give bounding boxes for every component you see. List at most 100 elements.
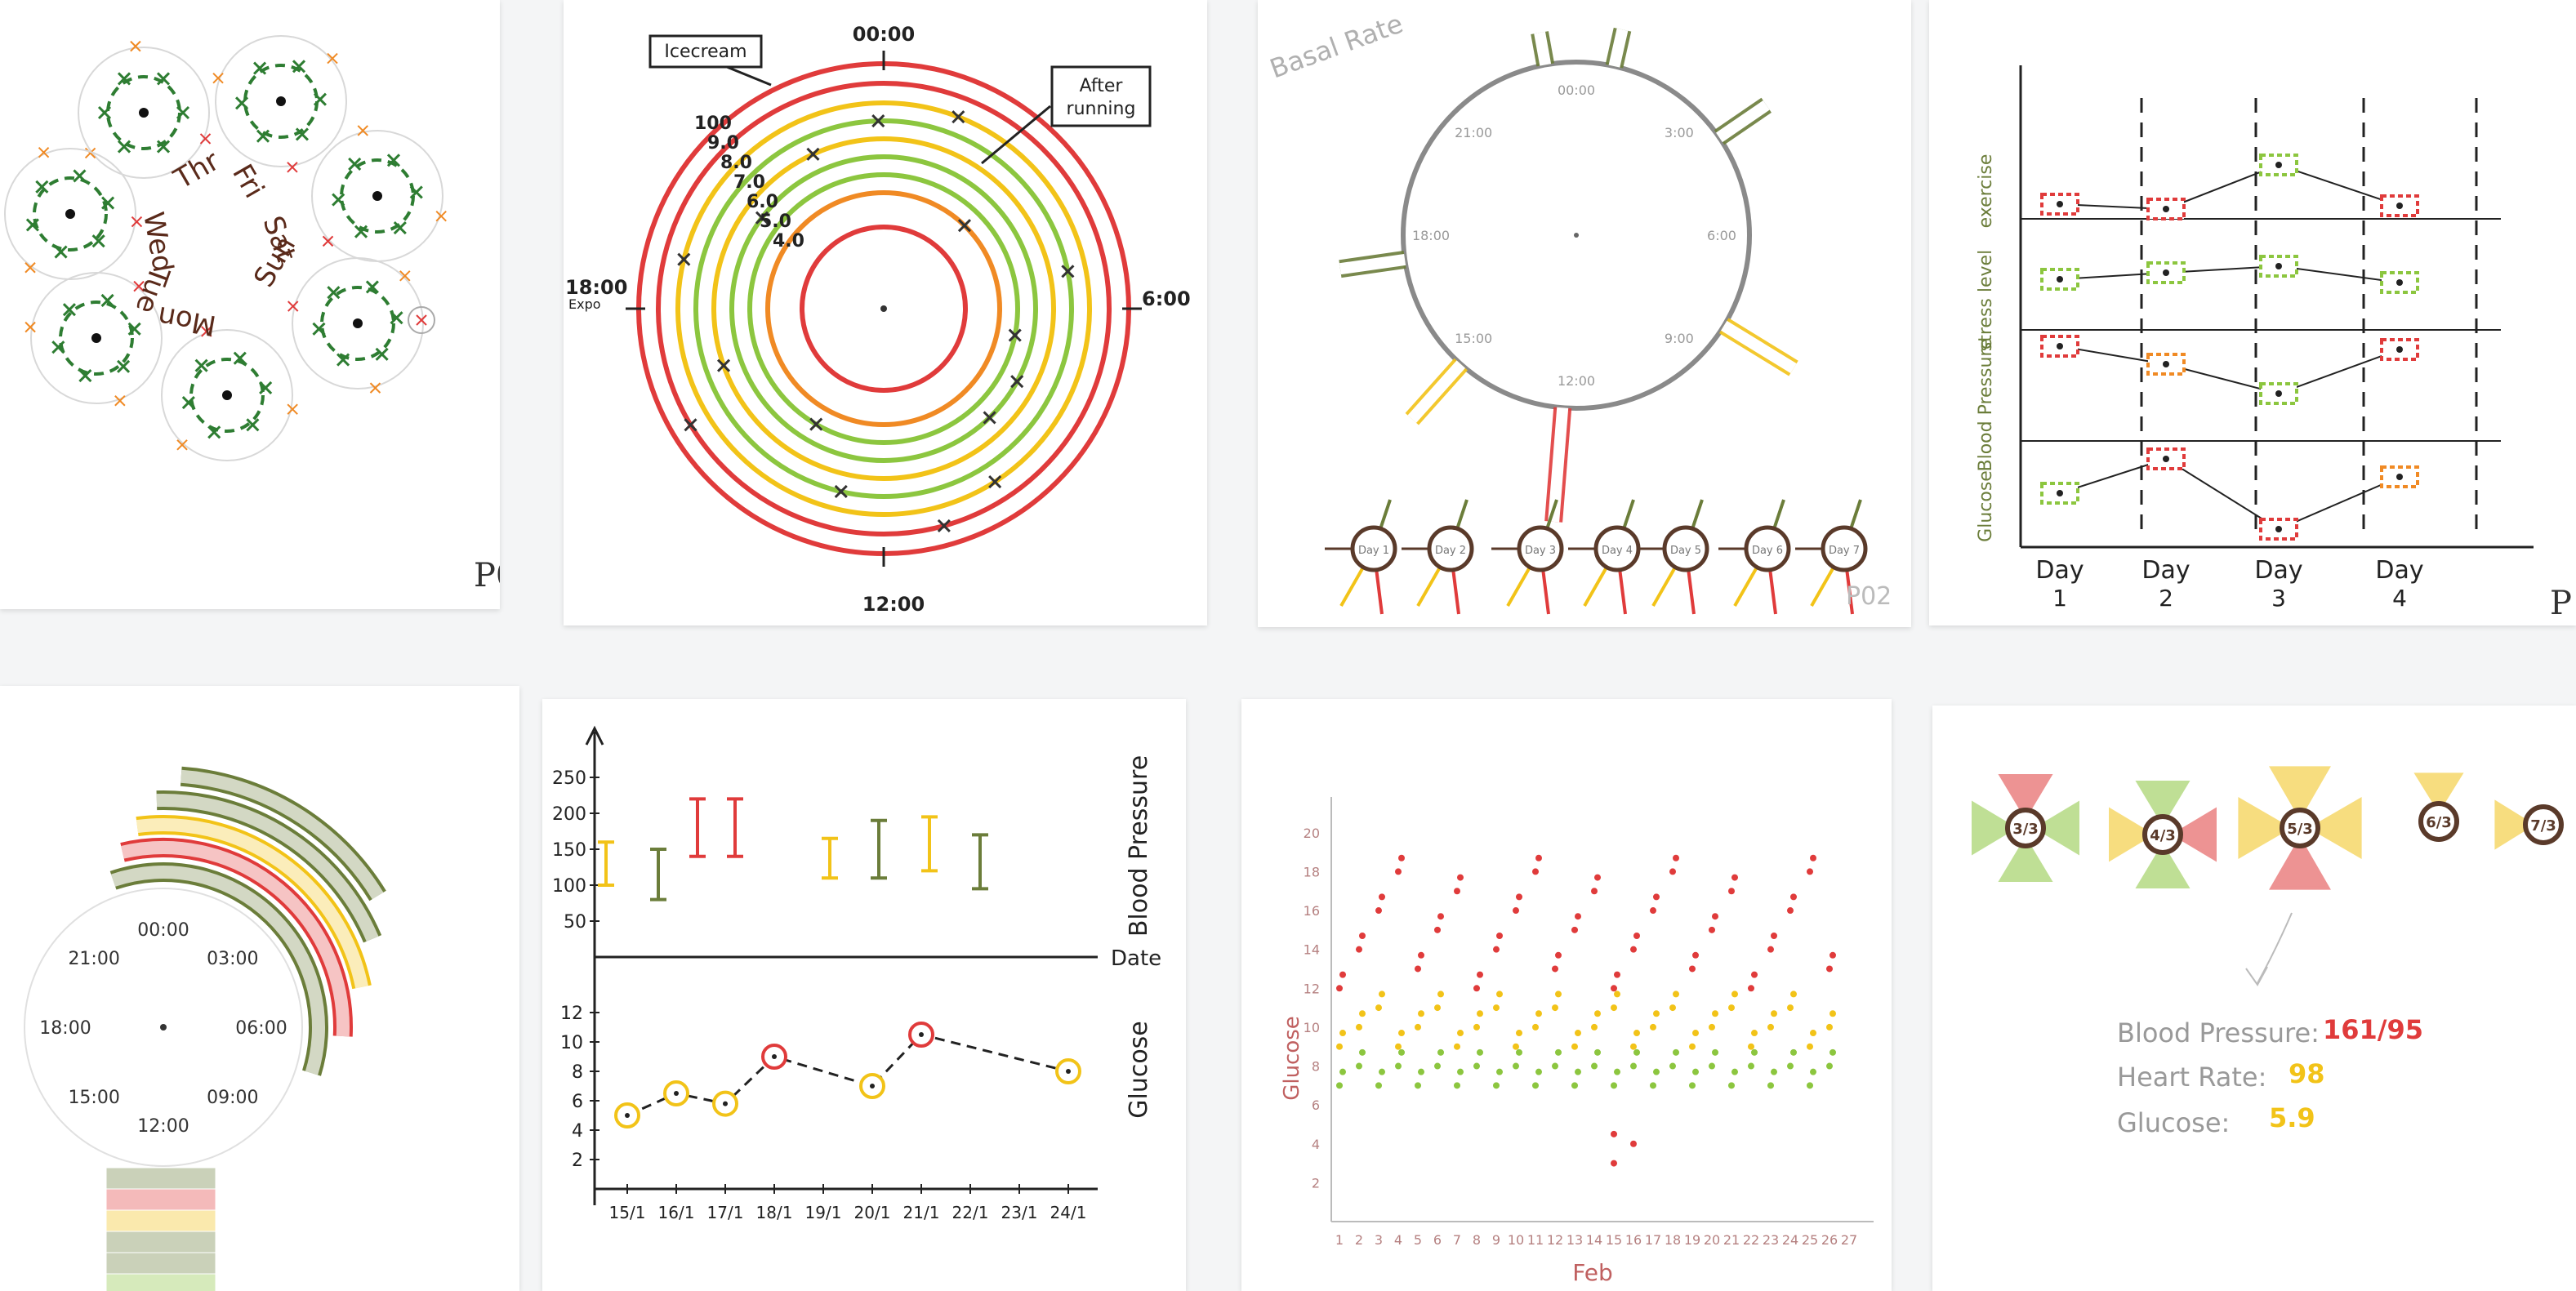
day-number: 2 bbox=[2159, 585, 2173, 612]
glucose-reading bbox=[1689, 965, 1696, 973]
ring-level-label: 4.0 bbox=[773, 231, 804, 252]
glucose-reading bbox=[1790, 991, 1797, 998]
glucose-tick-label: 4 bbox=[572, 1121, 583, 1142]
rings-center bbox=[880, 305, 887, 312]
glucose-reading bbox=[1748, 1062, 1754, 1070]
glucose-reading bbox=[1359, 1048, 1366, 1056]
cross-mark bbox=[354, 225, 368, 238]
pointer-arrow bbox=[2245, 966, 2268, 986]
data-point bbox=[2396, 474, 2403, 480]
day-node bbox=[1350, 525, 1397, 572]
time-right-label: 6:00 bbox=[1142, 287, 1191, 310]
participant-id: P02 bbox=[1846, 582, 1892, 611]
glucose-reading bbox=[1591, 888, 1598, 895]
date-tick-label: 18/1 bbox=[756, 1203, 793, 1222]
basal-clock-center bbox=[1574, 233, 1579, 238]
glucose-reading bbox=[1807, 1082, 1813, 1089]
cross-mark bbox=[38, 146, 50, 158]
glucose-reading bbox=[1418, 951, 1424, 959]
y-tick-label: 16 bbox=[1304, 903, 1320, 919]
glucose-reading bbox=[1437, 1048, 1444, 1056]
ring-level-label: 8.0 bbox=[720, 153, 752, 173]
basal-rate-bar-inner bbox=[1534, 31, 1552, 66]
glucose-reading bbox=[1375, 907, 1382, 915]
y-tick-label: 4 bbox=[1312, 1137, 1320, 1152]
x-tick-label: 1 bbox=[1335, 1232, 1344, 1248]
x-tick-label: 6 bbox=[1433, 1232, 1442, 1248]
glucose-reading bbox=[1516, 893, 1522, 901]
day-label: Day bbox=[2141, 556, 2190, 585]
day-clock-ring bbox=[320, 286, 395, 361]
glucose-label: Glucose: bbox=[2117, 1107, 2230, 1138]
cross-mark bbox=[54, 245, 68, 259]
day-clock-outline bbox=[30, 272, 163, 404]
glucose-reading bbox=[1826, 965, 1833, 973]
ring-level-label: 7.0 bbox=[733, 172, 765, 193]
x-tick-label: 9 bbox=[1492, 1232, 1500, 1248]
flower-center bbox=[2280, 808, 2320, 848]
glucose-reading bbox=[1751, 1048, 1758, 1056]
cross-mark bbox=[336, 353, 350, 367]
glucose-reading bbox=[1633, 933, 1640, 939]
glucose-reading bbox=[1375, 1082, 1382, 1089]
row-label: exercise bbox=[1976, 154, 1996, 229]
cross-mark bbox=[348, 157, 362, 171]
cross-mark bbox=[25, 321, 36, 333]
glucose-reading bbox=[1751, 971, 1758, 978]
cross-mark bbox=[1010, 375, 1024, 389]
glucose-point-center bbox=[870, 1084, 875, 1088]
cross-mark bbox=[212, 72, 224, 84]
glucose-reading bbox=[1594, 874, 1601, 881]
flower-date: 4/3 bbox=[2150, 827, 2176, 844]
y-tick-label: 10 bbox=[1304, 1020, 1320, 1035]
glucose-reading bbox=[1418, 1068, 1424, 1075]
glucose-ring bbox=[800, 225, 968, 393]
ring-level-label: 9.0 bbox=[707, 133, 739, 154]
basal-clock-label: 15:00 bbox=[1455, 331, 1492, 346]
glucose-reading bbox=[1473, 985, 1480, 992]
arc-clock-label: 21:00 bbox=[68, 949, 119, 969]
glucose-reading bbox=[1591, 1023, 1598, 1031]
glucose-reading bbox=[1728, 1082, 1735, 1089]
series-line bbox=[2059, 457, 2400, 531]
cross-mark bbox=[937, 519, 951, 533]
stacked-band bbox=[106, 1210, 216, 1231]
glucose-point-center bbox=[625, 1113, 630, 1118]
basal-clock-label: 12:00 bbox=[1558, 373, 1595, 389]
glucose-reading bbox=[1594, 1048, 1601, 1056]
x-tick-label: 4 bbox=[1394, 1232, 1402, 1248]
cross-mark bbox=[386, 154, 401, 167]
cross-mark bbox=[233, 351, 247, 365]
day-clock-ring bbox=[189, 358, 265, 433]
bp-tick-label: 200 bbox=[552, 804, 586, 825]
glucose-ring bbox=[693, 118, 1074, 499]
glucose-reading bbox=[1611, 985, 1617, 992]
day-number: 1 bbox=[2052, 585, 2067, 612]
bp-label: Blood Pressure: bbox=[2117, 1017, 2320, 1048]
x-axis-label: Feb bbox=[1572, 1259, 1613, 1286]
basal-clock-label: 6:00 bbox=[1707, 228, 1736, 243]
glucose-reading bbox=[1493, 1082, 1500, 1089]
series-line bbox=[2059, 345, 2400, 395]
glucose-reading bbox=[1787, 1004, 1794, 1012]
day-node bbox=[1517, 525, 1564, 572]
glucose-reading bbox=[1829, 1010, 1836, 1017]
glucose-reading bbox=[1379, 893, 1385, 901]
x-tick-label: 24 bbox=[1782, 1232, 1798, 1248]
day-clock-center bbox=[222, 390, 232, 400]
cross-mark bbox=[957, 219, 971, 233]
small-circle bbox=[408, 306, 435, 334]
glucose-tick-label: 2 bbox=[572, 1151, 583, 1171]
cross-mark bbox=[295, 127, 309, 141]
x-tick-label: 19 bbox=[1684, 1232, 1700, 1248]
day-node-label: Day 1 bbox=[1358, 545, 1389, 557]
data-point bbox=[2163, 456, 2169, 462]
cross-mark bbox=[952, 110, 965, 124]
cross-mark bbox=[988, 474, 1002, 489]
ring-level-label: 100 bbox=[694, 114, 732, 134]
day-clock-center bbox=[372, 191, 382, 201]
card-glucose-rings: 00:00 6:00 12:00 18:00 Expo Icecream Aft… bbox=[564, 0, 1207, 625]
basal-clock-label: 9:00 bbox=[1665, 331, 1694, 346]
glucose-reading bbox=[1555, 1048, 1562, 1056]
